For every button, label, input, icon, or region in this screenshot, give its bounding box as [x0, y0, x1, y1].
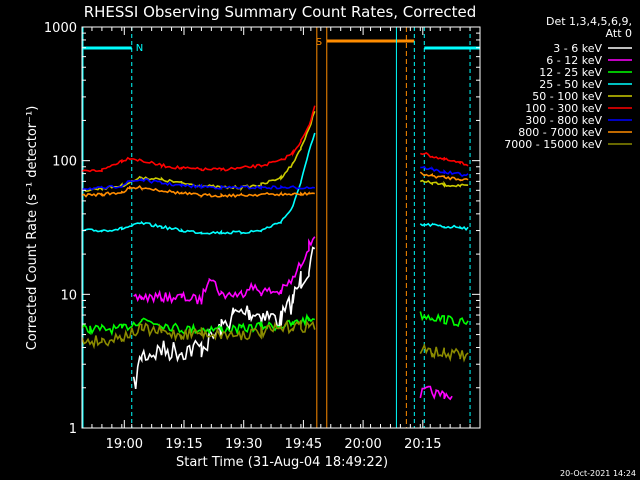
x-tick-label: 20:00: [344, 437, 381, 452]
legend-label: 12 - 25 keV: [539, 66, 602, 79]
saa-marker-label: S: [316, 37, 322, 48]
plot-frame: [81, 26, 481, 429]
x-axis: 19:00 19:15 19:30 19:45 20:00 20:15: [91, 27, 471, 452]
y-axis-label: Corrected Count Rate (s⁻¹ detector⁻¹): [25, 106, 40, 351]
y-tick-label: 10: [60, 288, 77, 303]
series-50-100-keV-group: [82, 110, 469, 192]
chart-title: RHESSI Observing Summary Count Rates, Co…: [84, 3, 477, 21]
legend-label: 25 - 50 keV: [539, 78, 602, 91]
series-3-6-keV-group: [132, 246, 316, 390]
x-tick-label: 19:00: [106, 437, 143, 452]
series-line-after-saa: [419, 311, 469, 328]
series-line: [133, 236, 316, 305]
series-line: [82, 110, 316, 192]
legend-label: 300 - 800 keV: [525, 114, 602, 127]
y-tick-label: 1: [69, 422, 77, 437]
x-tick-label: 19:45: [285, 437, 322, 452]
series-6-12-keV-group: [133, 236, 453, 401]
y-axis: 1 10 100 1000: [44, 21, 480, 437]
legend-label: 50 - 100 keV: [532, 90, 602, 103]
series-line: [82, 132, 316, 235]
plot-area: NS: [81, 26, 481, 429]
series-line-after-saa: [420, 151, 469, 167]
night-marker-label: N: [136, 43, 143, 54]
series-line-after-saa: [419, 343, 469, 363]
x-tick-label: 19:15: [165, 437, 202, 452]
series-line-after-saa: [420, 165, 469, 177]
series-line-after-saa: [419, 385, 453, 401]
legend-label: 100 - 300 keV: [525, 102, 602, 115]
series-12-25-keV-group: [82, 311, 469, 337]
x-tick-label: 19:30: [225, 437, 262, 452]
series-line: [82, 319, 316, 350]
series-line: [82, 105, 316, 173]
series-line-after-saa: [419, 222, 469, 231]
x-axis-label: Start Time (31-Aug-04 18:49:22): [176, 455, 388, 470]
timestamp: 20-Oct-2021 14:24: [560, 469, 636, 478]
legend-label: 800 - 7000 keV: [518, 126, 602, 139]
series-300-800-keV-group: [82, 165, 469, 191]
series-7000-15000-keV-group: [82, 319, 469, 363]
series-25-50-keV-group: [82, 132, 469, 235]
series-line: [82, 177, 315, 191]
y-tick-label: 100: [52, 155, 77, 170]
y-tick-label: 1000: [44, 21, 77, 36]
legend-label: 7000 - 15000 keV: [504, 138, 602, 151]
legend-label: 3 - 6 keV: [553, 42, 602, 55]
series-line-after-saa: [419, 179, 469, 189]
series-line: [82, 185, 315, 199]
legend-label: 6 - 12 keV: [546, 54, 602, 67]
series-800-7000-keV-group: [82, 171, 469, 199]
series-line-after-saa: [419, 171, 469, 182]
x-tick-label: 20:15: [404, 437, 441, 452]
legend-header-line1: Det 1,3,4,5,6,9,: [546, 15, 632, 28]
series-100-300-keV-group: [82, 105, 469, 173]
series-line: [132, 246, 316, 390]
legend-header-line2: Att 0: [606, 27, 632, 40]
series-line: [82, 313, 315, 337]
